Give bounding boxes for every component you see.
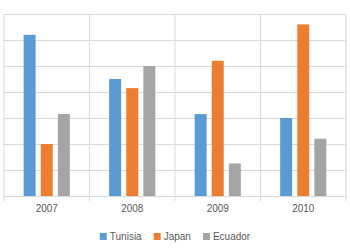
x-tick: 2008 xyxy=(121,203,144,214)
bar xyxy=(314,139,326,196)
legend-swatch xyxy=(203,233,210,240)
series xyxy=(24,35,292,196)
bar xyxy=(195,114,207,196)
category-separator xyxy=(4,14,5,201)
legend-label: Ecuador xyxy=(213,231,251,242)
x-tick: 2007 xyxy=(36,203,59,214)
series xyxy=(41,24,309,196)
x-tick: 2009 xyxy=(207,203,230,214)
legend-label: Japan xyxy=(164,231,191,242)
category-separator xyxy=(175,14,176,201)
bar xyxy=(126,88,138,196)
legend-item: Japan xyxy=(154,231,191,242)
x-axis-line xyxy=(5,196,347,197)
legend-swatch xyxy=(154,233,161,240)
bars xyxy=(24,24,327,196)
category-separator xyxy=(89,14,90,201)
series xyxy=(58,66,326,196)
bar xyxy=(280,118,292,196)
legend-item: Tunisia xyxy=(100,231,142,242)
legend-swatch xyxy=(100,233,107,240)
x-tick: 2010 xyxy=(292,203,315,214)
x-tick-label: 2007 xyxy=(36,203,59,214)
y-tick xyxy=(4,196,346,197)
grid-line xyxy=(4,196,346,197)
x-tick-label: 2009 xyxy=(207,203,230,214)
category-separator xyxy=(260,14,261,201)
bar xyxy=(297,24,309,196)
bar xyxy=(41,144,53,196)
legend-item: Ecuador xyxy=(203,231,251,242)
x-tick-label: 2008 xyxy=(121,203,144,214)
legend: Tunisia Japan Ecuador xyxy=(100,231,251,242)
bar xyxy=(229,164,241,197)
category-separators xyxy=(4,14,346,201)
x-axis: 2007 2008 2009 2010 xyxy=(5,197,347,215)
bar xyxy=(143,66,155,196)
bar xyxy=(109,79,121,196)
bar xyxy=(24,35,36,196)
category-separator xyxy=(346,14,347,201)
bar xyxy=(212,61,224,196)
chart: 2007 2008 2009 2010 Tunisia Japan Ecuador xyxy=(0,0,350,250)
plot: 2007 2008 2009 2010 xyxy=(4,14,347,214)
bar xyxy=(58,114,70,196)
x-tick-label: 2010 xyxy=(292,203,315,214)
legend-label: Tunisia xyxy=(110,231,142,242)
